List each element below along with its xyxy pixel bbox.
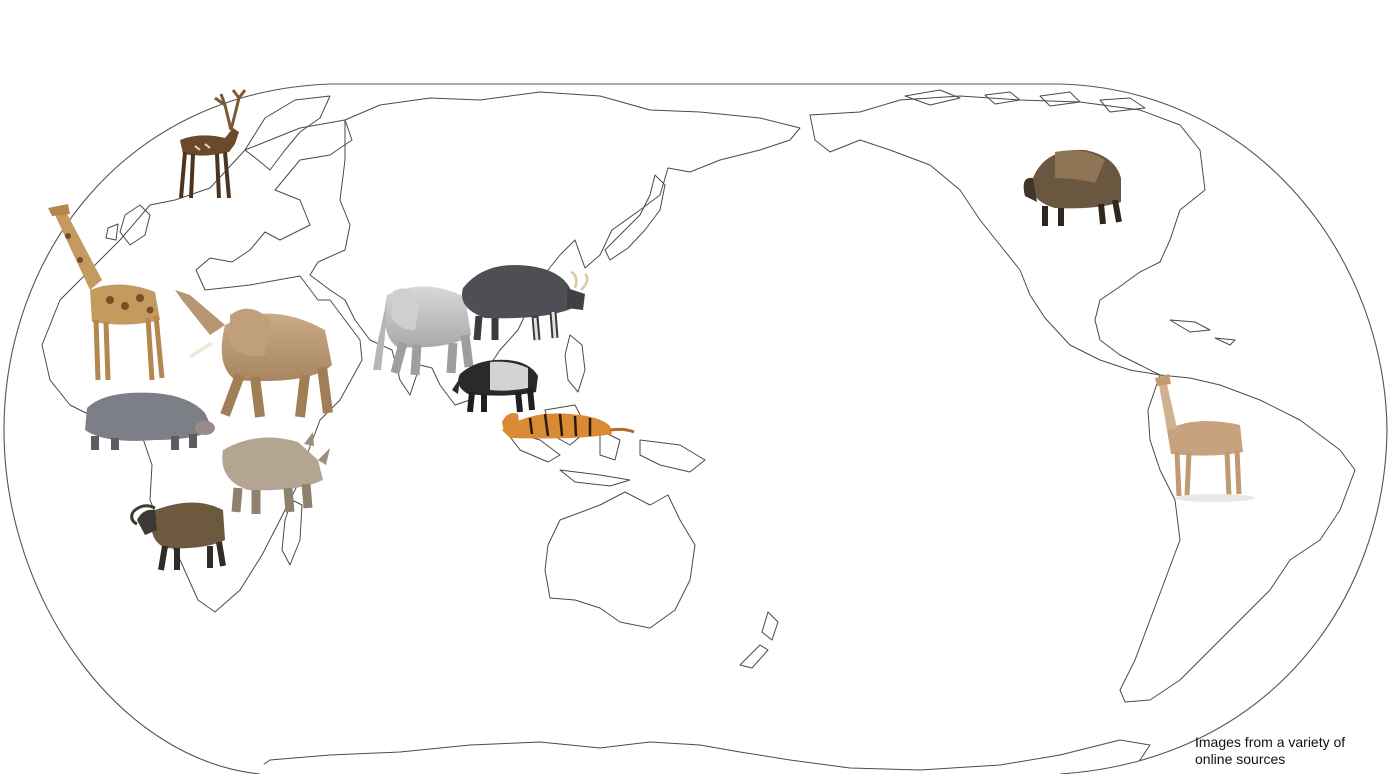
new-zealand-coast — [739, 611, 779, 669]
map-frame — [3, 83, 1388, 774]
arctic-islands-coast — [904, 89, 1146, 113]
african-buffalo-icon — [130, 502, 226, 571]
bison-icon — [1023, 149, 1122, 226]
african-elephant-icon — [175, 290, 333, 418]
asia-coast — [309, 91, 801, 406]
credit-line-2: online sources — [1195, 751, 1286, 767]
image-credit: Images from a variety of online sources — [1195, 734, 1385, 768]
north-america-coast — [809, 95, 1206, 376]
philippines-coast — [564, 334, 586, 393]
british-isles-coast — [105, 204, 151, 246]
tiger-icon — [502, 413, 635, 439]
madagascar-coast — [281, 499, 303, 566]
credit-line-1: Images from a variety of — [1195, 734, 1346, 750]
tapir-icon — [452, 359, 538, 413]
asian-elephant-icon — [373, 286, 474, 376]
south-america-coast — [1119, 374, 1356, 703]
greenland-coast — [1219, 91, 1311, 151]
llama-icon — [1155, 374, 1255, 502]
rhino-icon — [222, 432, 330, 514]
deer-icon — [179, 89, 247, 199]
antarctica-coast — [249, 739, 1261, 774]
gaur-icon — [461, 264, 589, 341]
europe-africa-coast — [41, 119, 363, 613]
japan-coast — [604, 174, 666, 261]
caribbean-coast — [1169, 319, 1236, 346]
scandinavia-coast — [244, 95, 331, 171]
giraffe-icon — [48, 204, 165, 381]
australia-coast — [544, 491, 696, 629]
hippo-icon — [85, 392, 215, 450]
